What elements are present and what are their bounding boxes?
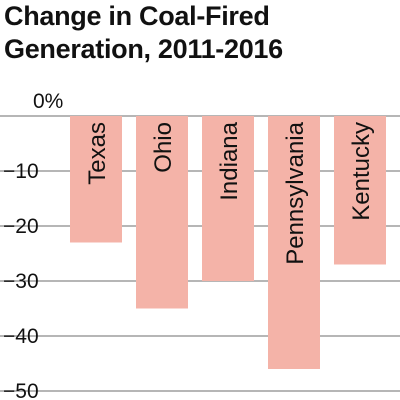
y-tick-label: 0% — [33, 90, 63, 113]
bar-kentucky — [334, 116, 386, 265]
bar-indiana — [202, 116, 254, 281]
bar-label-pennsylvania: Pennsylvania — [282, 121, 309, 264]
chart-title-line-1: Change in Coal-Fired — [4, 1, 270, 31]
y-tick-label: −20 — [3, 215, 39, 238]
y-tick-label: −50 — [3, 380, 39, 400]
chart-title: Change in Coal-Fired Generation, 2011-20… — [4, 0, 283, 66]
bar-ohio — [136, 116, 188, 309]
y-tick-label: −10 — [3, 160, 39, 183]
bar-label-texas: Texas — [84, 122, 111, 185]
bar-labels: Texas Ohio Indiana Pennsylvania Kentucky — [84, 121, 375, 264]
y-tick-label: −30 — [3, 270, 39, 293]
bar-label-indiana: Indiana — [216, 121, 243, 200]
gridlines — [0, 115, 400, 392]
bar-label-ohio: Ohio — [150, 122, 177, 173]
bar-pennsylvania — [268, 116, 320, 369]
bars — [70, 116, 386, 369]
chart-title-line-2: Generation, 2011-2016 — [4, 34, 283, 64]
y-axis-tick-labels: 0% −10 −20 −30 −40 −50 — [3, 90, 63, 400]
bar-texas — [70, 116, 122, 243]
bar-label-kentucky: Kentucky — [348, 122, 375, 221]
y-tick-label: −40 — [3, 325, 39, 348]
